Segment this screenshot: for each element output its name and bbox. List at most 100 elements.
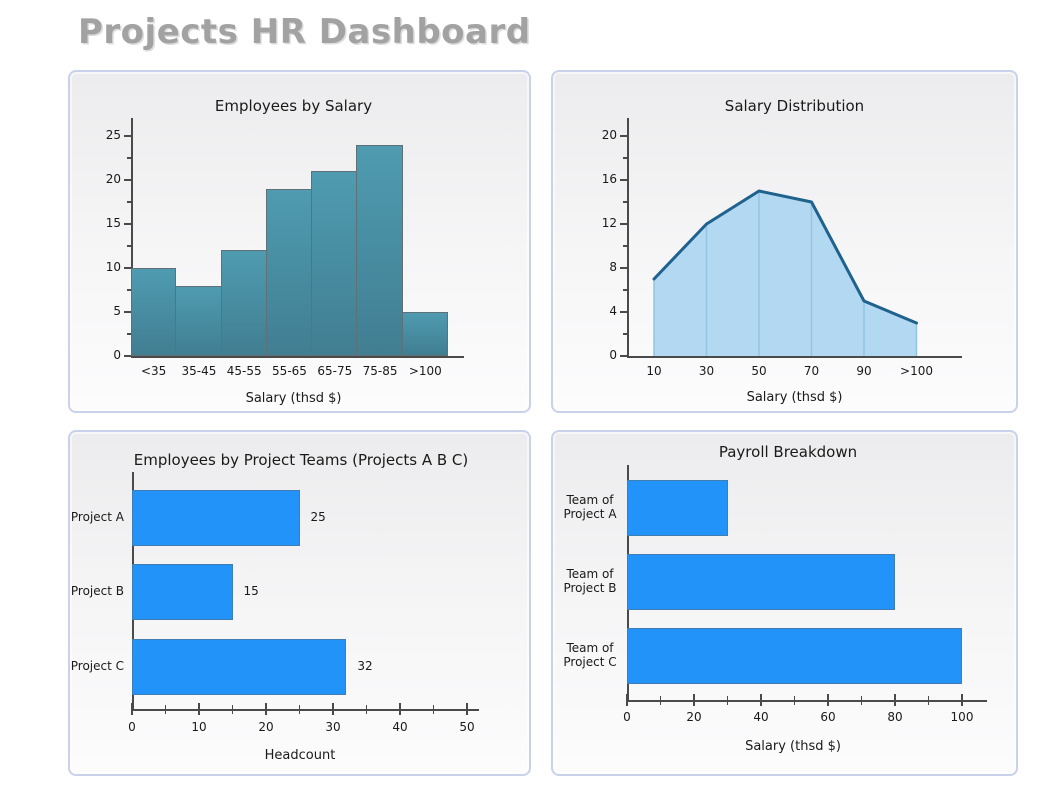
y-tick-label: 8: [609, 260, 617, 274]
y-tick-mark: [124, 311, 131, 313]
y-tick-mark: [124, 355, 131, 357]
histogram-bar: [356, 144, 403, 356]
x-tick-mark: [231, 705, 234, 714]
x-tick-label: >100: [900, 364, 933, 378]
category-label: Project C: [70, 659, 124, 673]
x-tick-mark: [432, 705, 435, 714]
value-label: 32: [357, 659, 373, 673]
x-tick-label: 100: [950, 710, 974, 724]
chart-payroll-breakdown: Payroll Breakdown 0 20 40 60 80 100 Team of Pro…: [553, 432, 1016, 774]
value-label: 15: [243, 584, 259, 598]
y-axis-line: [627, 118, 629, 357]
x-tick-mark: [726, 696, 729, 705]
area-fill: [654, 191, 917, 356]
area-outline: [652, 189, 918, 325]
x-tick-label: 30: [698, 364, 715, 378]
hbar: [627, 628, 962, 684]
x-tick-mark: [626, 694, 628, 706]
x-tick-mark: [827, 694, 829, 706]
y-tick-label: 20: [105, 172, 121, 186]
y-tick-mark: [620, 135, 627, 137]
x-tick-mark: [693, 694, 695, 706]
x-axis-line: [627, 700, 987, 702]
x-tick-mark: [466, 703, 468, 715]
x-axis-title: Salary (thsd $): [745, 739, 841, 754]
x-tick-mark: [164, 705, 167, 714]
chart-title: Employees by Salary: [214, 97, 373, 115]
category-label: Team of Project A: [563, 493, 617, 521]
y-tick-mark: [623, 333, 627, 335]
x-axis-title: Salary (thsd $): [746, 390, 843, 405]
x-tick-label: 10: [191, 720, 207, 734]
x-tick-label: 90: [856, 364, 872, 378]
y-tick-label: 12: [601, 216, 617, 230]
x-tick-mark: [659, 696, 662, 705]
x-tick-label: 40: [392, 720, 408, 734]
page-title: Projects HR Dashboard: [78, 12, 531, 52]
y-tick-mark: [127, 157, 131, 159]
x-tick-mark: [131, 703, 133, 715]
y-tick-label: 0: [609, 348, 617, 362]
y-tick-mark: [127, 333, 131, 335]
y-axis-line: [131, 118, 133, 357]
category-label: Project B: [70, 584, 124, 598]
y-tick-mark: [623, 289, 627, 291]
x-axis-line: [131, 356, 464, 358]
x-category-label: <35: [140, 364, 167, 378]
y-tick-mark: [124, 179, 131, 181]
y-tick-mark: [623, 201, 627, 203]
category-label: Team of Project B: [563, 567, 617, 595]
x-tick-label: 0: [623, 710, 631, 724]
chart-title: Payroll Breakdown: [718, 443, 858, 461]
x-tick-label: 20: [686, 710, 702, 724]
panel-employees-by-salary: Employees by Salary 0 5 10 15 20 25 <35 35-45 45-…: [68, 70, 531, 413]
y-tick-mark: [620, 311, 627, 313]
y-tick-label: 4: [609, 304, 617, 318]
y-tick-label: 10: [105, 260, 121, 274]
panel-payroll-breakdown: Payroll Breakdown 0 20 40 60 80 100 Team of Pro…: [551, 430, 1018, 776]
x-tick-label: 0: [128, 720, 136, 734]
y-tick-mark: [620, 223, 627, 225]
y-tick-mark: [127, 201, 131, 203]
x-tick-mark: [894, 694, 896, 706]
x-tick-label: 50: [751, 364, 767, 378]
x-category-label: 55-65: [272, 364, 307, 378]
category-label: Team of Project C: [563, 641, 617, 669]
y-tick-mark: [620, 355, 627, 357]
panel-salary-distribution: Salary Distribution 0 4 8 12 16 20 10 30 50 70 90 >1…: [551, 70, 1018, 413]
x-tick-mark: [961, 694, 963, 706]
x-tick-label: 40: [753, 710, 769, 724]
x-axis-title: Salary (thsd $): [245, 391, 342, 406]
x-axis-line: [627, 356, 962, 358]
chart-title: Salary Distribution: [724, 97, 865, 115]
x-axis-title: Headcount: [264, 748, 336, 763]
x-tick-mark: [265, 703, 267, 715]
y-tick-label: 15: [105, 216, 121, 230]
x-category-label: 35-45: [181, 364, 217, 378]
x-category-label: 65-75: [317, 364, 353, 378]
y-tick-mark: [127, 245, 131, 247]
x-tick-label: 50: [459, 720, 475, 734]
x-tick-mark: [298, 705, 301, 714]
y-tick-label: 25: [105, 128, 121, 142]
x-tick-label: 20: [258, 720, 274, 734]
y-tick-mark: [623, 245, 627, 247]
x-tick-label: 70: [803, 364, 820, 378]
x-tick-mark: [793, 696, 796, 705]
area-plot: [652, 189, 918, 356]
y-tick-mark: [124, 267, 131, 269]
hbar: [132, 639, 347, 695]
x-tick-mark: [760, 694, 762, 706]
histogram-bar: [265, 188, 313, 356]
x-tick-label: 10: [646, 364, 662, 378]
x-axis-line: [132, 709, 479, 711]
histogram-bar: [311, 171, 358, 356]
chart-salary-distribution: Salary Distribution 0 4 8 12 16 20 10 30 50 70 90 >1…: [553, 72, 1016, 411]
chart-employees-by-salary: Employees by Salary 0 5 10 15 20 25 <35 35-45 45-…: [70, 72, 529, 411]
y-tick-label: 0: [113, 348, 121, 362]
hbar: [627, 554, 895, 610]
histogram-bar: [401, 312, 448, 356]
y-tick-label: 16: [601, 172, 617, 186]
x-category-label: >100: [408, 364, 442, 378]
value-label: 25: [310, 510, 326, 524]
